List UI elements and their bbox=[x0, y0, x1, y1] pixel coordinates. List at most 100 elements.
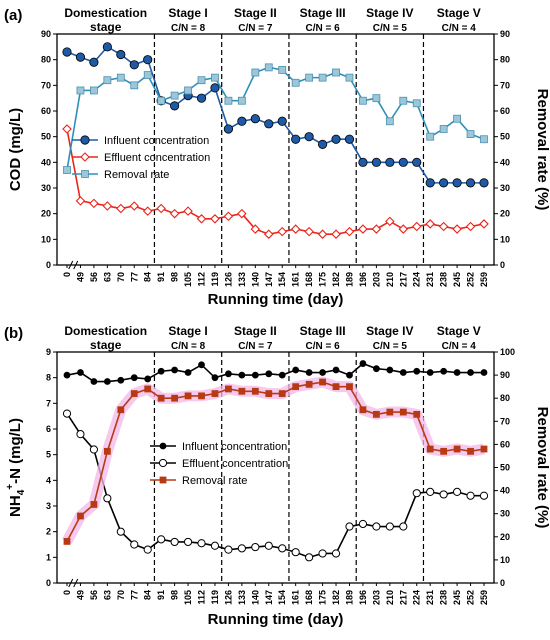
x-tick-label: 252 bbox=[466, 272, 476, 287]
stage-cn-label: C/N = 7 bbox=[238, 23, 273, 34]
data-point bbox=[89, 57, 99, 67]
y-axis-title: COD (mg/L) bbox=[7, 108, 24, 191]
data-point bbox=[331, 549, 341, 558]
data-point bbox=[466, 491, 475, 500]
data-point bbox=[198, 361, 205, 369]
x-tick-label: 84 bbox=[143, 272, 153, 282]
data-point bbox=[358, 519, 368, 529]
data-point bbox=[198, 392, 205, 400]
y2-tick-label: 50 bbox=[500, 132, 510, 142]
data-point bbox=[211, 390, 219, 397]
data-point bbox=[398, 224, 409, 234]
data-point bbox=[75, 52, 86, 62]
data-point bbox=[225, 370, 232, 378]
data-point bbox=[345, 522, 354, 531]
y2-tick-label: 40 bbox=[500, 157, 510, 167]
x-axis-title: Running time (day) bbox=[208, 291, 344, 308]
y-tick-label: 7 bbox=[46, 398, 51, 408]
data-point bbox=[157, 394, 165, 402]
y-tick-label: 80 bbox=[41, 55, 51, 65]
data-point bbox=[453, 369, 461, 376]
data-point bbox=[211, 374, 219, 382]
data-point bbox=[103, 76, 112, 85]
data-point bbox=[197, 539, 206, 548]
legend-label: Effluent concentration bbox=[104, 152, 210, 164]
x-tick-label: 196 bbox=[358, 272, 368, 287]
stage-cn-label: C/N = 8 bbox=[171, 23, 206, 34]
x-tick-label: 147 bbox=[264, 590, 274, 605]
x-tick-label: 119 bbox=[210, 590, 220, 605]
x-tick-label: 182 bbox=[331, 590, 341, 605]
data-point bbox=[142, 206, 153, 216]
data-point bbox=[250, 224, 261, 234]
x-axis-title: Running time (day) bbox=[208, 611, 344, 628]
data-point bbox=[317, 229, 328, 239]
data-point bbox=[77, 369, 84, 376]
data-point bbox=[399, 408, 407, 416]
data-point bbox=[183, 206, 193, 216]
x-tick-label: 77 bbox=[129, 590, 139, 600]
stage-label: stage bbox=[90, 20, 122, 34]
data-point bbox=[225, 385, 232, 393]
data-point bbox=[398, 157, 408, 167]
x-tick-label: 63 bbox=[102, 272, 112, 282]
data-point bbox=[156, 203, 166, 214]
y-tick-label: 4 bbox=[46, 475, 51, 485]
x-tick-label: 224 bbox=[412, 590, 422, 605]
data-point bbox=[345, 73, 354, 82]
data-point bbox=[385, 522, 394, 531]
data-point bbox=[130, 540, 139, 549]
y2-tick-label: 30 bbox=[500, 509, 510, 519]
data-point bbox=[318, 73, 327, 82]
y2-axis-title: Removal rate (%) bbox=[534, 89, 550, 211]
data-point bbox=[238, 387, 246, 395]
data-point bbox=[332, 383, 340, 391]
data-point bbox=[263, 229, 274, 239]
data-point bbox=[251, 387, 259, 395]
series-1 bbox=[62, 124, 489, 239]
y-tick-label: 3 bbox=[46, 501, 51, 511]
plot-frame bbox=[56, 33, 495, 266]
data-point bbox=[305, 369, 313, 376]
data-point bbox=[103, 378, 111, 385]
y2-tick-label: 0 bbox=[500, 578, 505, 588]
x-tick-label: 91 bbox=[156, 590, 166, 600]
data-point bbox=[411, 221, 422, 232]
x-tick-label: 133 bbox=[237, 272, 247, 287]
y-tick-label: 10 bbox=[41, 234, 51, 244]
stage-label: Stage I bbox=[168, 324, 207, 338]
data-point bbox=[358, 224, 368, 234]
data-point bbox=[116, 49, 126, 60]
legend-marker bbox=[159, 442, 167, 450]
data-point bbox=[359, 96, 367, 105]
data-point bbox=[290, 224, 301, 234]
legend-label: Removal rate bbox=[104, 169, 169, 181]
data-point bbox=[372, 410, 380, 418]
data-point bbox=[223, 124, 234, 134]
data-point bbox=[305, 380, 313, 388]
data-point bbox=[103, 447, 111, 455]
x-tick-label: 224 bbox=[412, 272, 422, 287]
data-point bbox=[413, 410, 421, 418]
axis-break-mark bbox=[73, 578, 79, 588]
data-point bbox=[224, 545, 233, 554]
y-axis-title-part: NH bbox=[7, 495, 24, 517]
data-point bbox=[76, 86, 85, 95]
x-tick-label: 161 bbox=[291, 272, 301, 287]
x-tick-label: 245 bbox=[452, 272, 462, 287]
stage-cn-label: C/N = 6 bbox=[305, 341, 340, 352]
data-point bbox=[439, 490, 448, 499]
y2-tick-label: 10 bbox=[500, 555, 510, 565]
data-point bbox=[265, 390, 273, 397]
y2-tick-label: 50 bbox=[500, 463, 510, 473]
data-point bbox=[372, 94, 381, 103]
legend-marker bbox=[159, 476, 167, 484]
data-point bbox=[452, 178, 462, 188]
x-tick-label: 210 bbox=[385, 590, 395, 605]
x-tick-label: 154 bbox=[277, 590, 287, 605]
data-point bbox=[75, 196, 86, 206]
data-point bbox=[467, 447, 474, 455]
data-point bbox=[305, 553, 314, 562]
data-point bbox=[304, 132, 314, 142]
